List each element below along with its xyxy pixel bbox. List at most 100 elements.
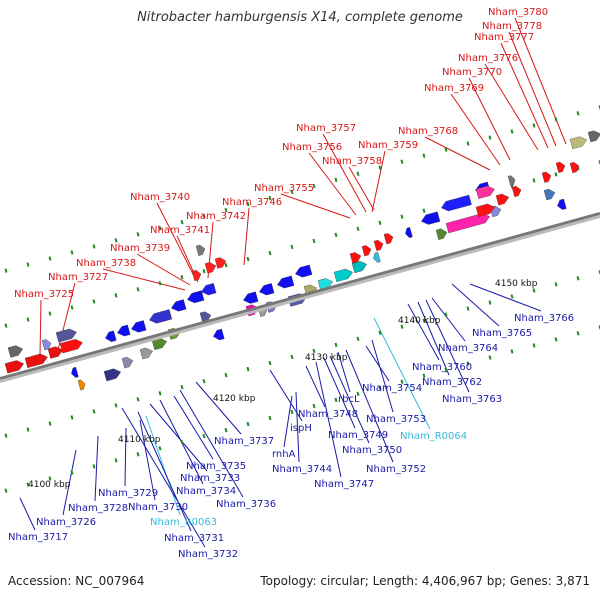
gene-label: Nham_3727 <box>48 272 108 283</box>
backbone-upper <box>0 212 600 380</box>
gene-feature <box>4 360 24 374</box>
tick-dot <box>444 367 448 372</box>
leader-line <box>305 365 326 408</box>
leader-line <box>195 381 242 435</box>
gene-feature <box>475 203 495 217</box>
gene-label: Nham_3764 <box>438 343 498 354</box>
gene-feature <box>373 239 384 251</box>
gene-label: Nham_3731 <box>164 533 224 544</box>
tick-dot <box>158 226 162 231</box>
leader-line <box>283 395 293 448</box>
tick-dot <box>48 421 52 426</box>
tick-dot <box>158 391 162 396</box>
leader-line <box>121 407 206 548</box>
tick-dot <box>4 433 8 438</box>
tick-dot <box>70 305 74 310</box>
tick-dot <box>26 427 30 432</box>
gene-feature <box>204 262 217 274</box>
gene-label: Nham_3733 <box>180 473 240 484</box>
scale-label: 4110 kbp <box>118 435 161 445</box>
gene-label: Nham_3750 <box>342 445 402 456</box>
scale-label: 4100 kbp <box>28 480 71 490</box>
tick-dot <box>444 147 448 152</box>
tick-dot <box>92 244 96 249</box>
gene-label: Nham_3762 <box>422 377 482 388</box>
gene-feature <box>405 227 413 238</box>
tick-dot <box>378 330 382 335</box>
tick-dot <box>202 433 206 439</box>
tick-dot <box>268 195 272 201</box>
gene-label: Nham_3747 <box>314 479 374 490</box>
leader-line <box>450 93 501 166</box>
gene-label: Nham_3768 <box>398 126 458 137</box>
tick-dot <box>268 360 272 366</box>
tick-dot <box>180 220 184 225</box>
tick-dot <box>400 379 404 384</box>
leader-line <box>371 150 386 213</box>
gene-label: Nham_3765 <box>472 328 532 339</box>
tick-dot <box>290 189 294 195</box>
gene-label: Nham_3744 <box>272 464 332 475</box>
gene-feature <box>105 330 117 342</box>
gene-feature <box>24 353 48 368</box>
scale-label: 4140 kbp <box>398 316 441 326</box>
tick-dot <box>356 171 360 177</box>
gene-label: Nham_R0064 <box>400 431 467 442</box>
gene-feature <box>569 136 587 150</box>
leader-line <box>500 42 549 149</box>
leader-line <box>451 283 500 327</box>
gene-label: Nham_3777 <box>474 32 534 43</box>
tick-dot <box>576 331 580 336</box>
tick-dot <box>180 385 184 390</box>
gene-feature <box>55 328 77 343</box>
leader-line <box>145 415 181 516</box>
tick-dot <box>466 141 470 146</box>
gene-feature <box>7 345 24 358</box>
tick-dot <box>378 385 382 390</box>
gene-label: Nham_3760 <box>412 362 472 373</box>
gene-feature <box>333 268 353 282</box>
tick-dot <box>576 276 580 281</box>
gene-feature <box>277 275 295 289</box>
tick-dot <box>334 397 338 403</box>
gene-feature <box>317 278 334 291</box>
tick-dot <box>510 294 514 299</box>
tick-dot <box>554 117 558 122</box>
tick-dot <box>158 446 162 451</box>
leader-line <box>179 389 244 498</box>
gene-label: ispH <box>290 423 312 434</box>
tick-dot <box>4 323 8 328</box>
leader-line <box>348 166 375 211</box>
tick-dot <box>400 324 404 329</box>
leader-line <box>94 435 99 502</box>
tick-dot <box>268 250 272 256</box>
tick-dot <box>48 311 52 316</box>
leader-line <box>136 253 191 286</box>
gene-feature <box>201 283 217 296</box>
gene-label: Nham_3759 <box>358 140 418 151</box>
gene-label: Nham_3728 <box>68 503 128 514</box>
gene-feature <box>507 175 516 187</box>
tick-dot <box>158 281 162 286</box>
gene-feature <box>569 162 580 174</box>
tick-dot <box>598 270 600 275</box>
gene-feature <box>475 185 495 199</box>
gene-feature <box>243 291 259 304</box>
tick-dot <box>422 373 426 378</box>
tick-dot <box>312 183 316 189</box>
gene-label: Nham_3738 <box>76 258 136 269</box>
leader-line <box>308 152 357 216</box>
gene-feature <box>373 251 381 263</box>
gene-feature <box>71 366 79 378</box>
gene-feature <box>191 269 202 282</box>
gene-feature <box>351 260 368 274</box>
gene-label: Nham_3770 <box>442 67 502 78</box>
tick-dot <box>26 482 30 487</box>
gene-label: Nham_3756 <box>282 142 342 153</box>
gene-feature <box>214 257 227 269</box>
leader-line <box>315 361 342 478</box>
leader-line <box>102 268 186 291</box>
gene-feature <box>139 347 154 360</box>
tick-dot <box>488 135 492 140</box>
tick-dot <box>268 415 272 421</box>
